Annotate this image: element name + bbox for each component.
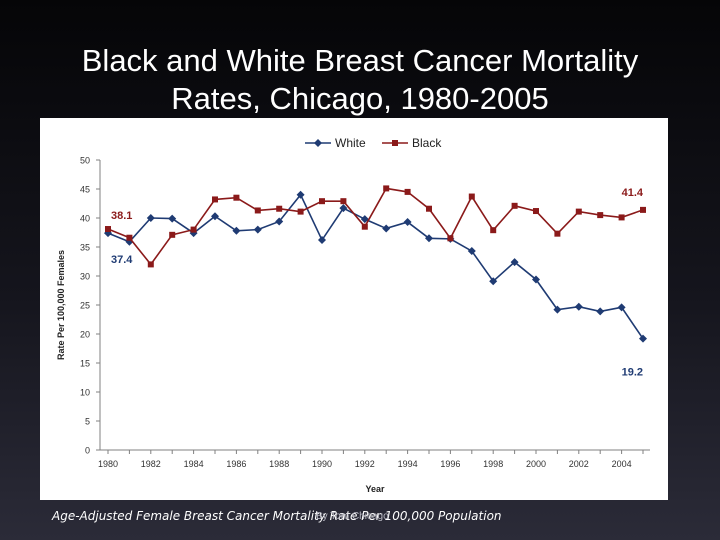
data-label-white: 37.4 — [111, 254, 133, 266]
data-point-black — [618, 214, 625, 221]
legend-marker-black — [392, 140, 398, 146]
data-point-black — [511, 202, 518, 209]
data-point-white — [425, 234, 433, 243]
data-point-black — [383, 185, 390, 192]
chart-panel: 0 5 10 15 20 25 30 35 40 45 50 1980 1982 1984 1986 1988… — [40, 118, 668, 500]
data-point-white — [360, 215, 369, 224]
data-point-white — [639, 334, 647, 343]
data-point-black — [575, 208, 582, 215]
x-tick-label: 2002 — [569, 459, 589, 469]
data-point-black — [126, 234, 133, 241]
series-line-black — [107, 187, 644, 266]
y-axis-title: Rate Per 100,000 Females — [56, 250, 66, 360]
data-point-black — [233, 194, 240, 201]
x-tick-label: 1994 — [398, 459, 418, 469]
y-tick-label: 0 — [85, 446, 90, 456]
x-tick-label: 2004 — [612, 459, 632, 469]
x-tick-label: 1992 — [355, 459, 375, 469]
data-point-white — [382, 224, 391, 233]
y-tick-label: 25 — [80, 301, 90, 311]
data-point-black — [319, 198, 325, 205]
data-point-black — [597, 212, 604, 219]
slide-title-line-1: Black and White Breast Cancer Mortality — [81, 43, 639, 78]
data-point-white — [146, 214, 155, 222]
x-tick-label: 1996 — [440, 459, 460, 469]
data-point-white — [617, 303, 626, 312]
data-point-black — [147, 261, 154, 268]
data-point-black — [404, 188, 411, 195]
data-point-white — [553, 305, 562, 314]
data-point-black — [361, 223, 368, 230]
data-label-black: 38.1 — [111, 210, 132, 222]
y-tick-label: 10 — [80, 388, 90, 398]
data-point-white — [318, 236, 326, 245]
data-point-white — [489, 277, 498, 286]
data-label-black: 41.4 — [622, 187, 644, 199]
legend-marker-white — [314, 139, 322, 147]
data-point-black — [190, 226, 197, 233]
data-point-white — [532, 275, 540, 284]
data-point-black — [468, 193, 475, 200]
line-chart: 0 5 10 15 20 25 30 35 40 45 50 1980 1982 1984 1986 1988… — [56, 136, 650, 494]
x-tick-label: 1988 — [269, 459, 289, 469]
x-axis-title: Year — [365, 484, 385, 494]
data-point-black — [447, 235, 454, 242]
y-tick-label: 5 — [85, 417, 90, 427]
data-point-white — [275, 217, 284, 226]
data-point-white — [339, 204, 348, 213]
data-point-black — [554, 230, 561, 237]
data-point-white — [253, 225, 262, 234]
data-point-black — [490, 227, 497, 234]
x-tick-label: 1986 — [226, 459, 246, 469]
data-point-white — [296, 190, 305, 199]
data-point-black — [426, 205, 432, 212]
chart-caption: Age-Adjusted Female Breast Cancer Mortal… — [52, 509, 502, 523]
x-tick-label: 1984 — [184, 459, 204, 469]
slide-title: Black and White Breast Cancer Mortality … — [0, 42, 720, 118]
data-point-black — [169, 231, 176, 238]
data-point-white — [467, 247, 476, 256]
data-point-white — [168, 214, 177, 223]
series-line-white — [107, 193, 644, 340]
data-point-black — [105, 226, 111, 233]
x-tick-label: 1980 — [98, 459, 118, 469]
y-tick-label: 35 — [80, 243, 90, 253]
x-tick-label: 1982 — [141, 459, 161, 469]
y-tick-label: 40 — [80, 214, 90, 224]
y-tick-label: 15 — [80, 359, 90, 369]
y-tick-label: 45 — [80, 185, 90, 195]
y-tick-label: 30 — [80, 272, 90, 282]
data-point-black — [254, 207, 261, 214]
data-point-black — [340, 198, 347, 205]
y-tick-label: 50 — [80, 156, 90, 166]
slide-title-line-2: Rates, Chicago, 1980-2005 — [171, 81, 549, 116]
data-point-black — [640, 206, 646, 213]
data-point-black — [212, 196, 218, 203]
y-tick-label: 20 — [80, 330, 90, 340]
data-point-white — [596, 307, 605, 316]
data-point-black — [533, 208, 539, 215]
data-point-white — [211, 212, 219, 221]
data-point-black — [276, 205, 283, 212]
x-tick-label: 1990 — [312, 459, 332, 469]
x-tick-label: 1998 — [483, 459, 503, 469]
caption-overlay-text: By Tom Chicago — [316, 511, 389, 522]
legend-label-black: Black — [412, 136, 442, 150]
data-point-white — [574, 302, 583, 311]
data-label-white: 19.2 — [622, 367, 643, 379]
legend-label-white: White — [335, 136, 366, 150]
data-point-white — [232, 226, 241, 235]
data-point-black — [297, 208, 304, 215]
x-tick-label: 2000 — [526, 459, 546, 469]
data-point-white — [403, 218, 412, 227]
